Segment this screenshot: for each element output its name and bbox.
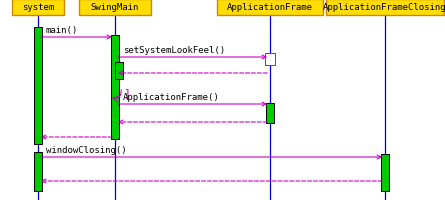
Text: windowClosing(): windowClosing() bbox=[46, 145, 127, 154]
Text: setSystemLookFeel(): setSystemLookFeel() bbox=[123, 46, 225, 55]
Text: ApplicationFrame(): ApplicationFrame() bbox=[123, 93, 220, 101]
Bar bbox=[326, 0, 444, 16]
Bar bbox=[381, 154, 389, 191]
Text: ApplicationFrameClosing: ApplicationFrameClosing bbox=[323, 3, 445, 12]
Bar bbox=[115, 63, 123, 80]
Text: main(): main() bbox=[46, 26, 78, 35]
Bar bbox=[217, 0, 323, 16]
Text: system: system bbox=[22, 3, 54, 12]
Bar bbox=[34, 152, 42, 191]
Bar bbox=[266, 103, 274, 123]
Text: ]: ] bbox=[125, 88, 129, 98]
Text: SwingMain: SwingMain bbox=[91, 3, 139, 12]
Bar bbox=[34, 28, 42, 144]
Bar bbox=[12, 0, 64, 16]
Bar bbox=[265, 54, 275, 66]
Bar bbox=[111, 36, 119, 139]
Bar bbox=[79, 0, 151, 16]
Text: ApplicationFrame: ApplicationFrame bbox=[227, 3, 313, 12]
